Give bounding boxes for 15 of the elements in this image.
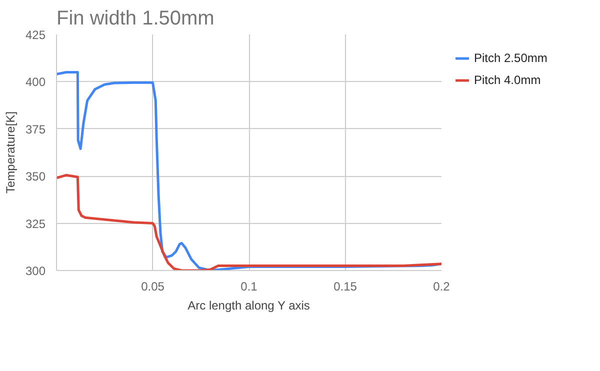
x-tick-label: 0.05 — [141, 280, 165, 294]
chart-title: Fin width 1.50mm — [56, 8, 214, 30]
legend-label: Pitch 2.50mm — [474, 51, 548, 65]
y-axis-title: Temperature[K] — [3, 111, 18, 194]
x-tick-label: 0.1 — [240, 280, 258, 294]
y-tick-label: 400 — [25, 75, 46, 90]
y-tick-label: 325 — [25, 216, 46, 231]
x-tick-label: 0.15 — [334, 280, 358, 294]
x-tick-label: 0.2 — [433, 280, 450, 294]
y-tick-label: 425 — [25, 28, 46, 42]
x-axis-title: Arc length along Y axis — [188, 298, 310, 312]
y-tick-label: 350 — [25, 170, 46, 184]
y-tick-label: 300 — [25, 264, 46, 278]
y-tick-label: 375 — [25, 122, 46, 136]
legend-label: Pitch 4.0mm — [474, 73, 541, 87]
